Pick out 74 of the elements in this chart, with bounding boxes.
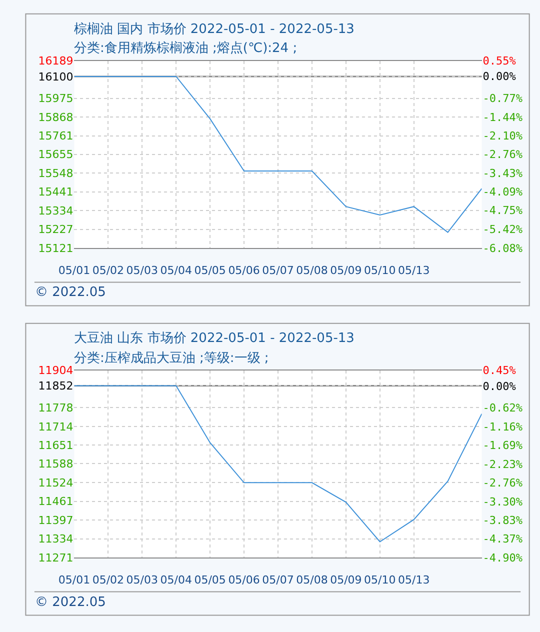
x-tick-label: 05/03 [126, 264, 158, 278]
x-tick-label: 05/03 [126, 574, 158, 587]
line-series [74, 76, 482, 233]
y-tick-label: 11778 [38, 401, 74, 414]
y2-tick-label: -0.77% [482, 92, 523, 105]
y-tick-label: 11271 [38, 551, 74, 564]
y2-tick-label: 0.55% [482, 54, 516, 68]
y2-tick-label: -3.83% [482, 514, 523, 527]
y-tick-label: 11461 [38, 495, 74, 508]
chart-subtitle: 分类:食用精炼棕榈液油 ;熔点(℃):24 ; [74, 41, 298, 56]
y2-tick-label: -2.76% [482, 476, 523, 490]
y2-tick-label: -6.08% [482, 242, 523, 255]
x-tick-label: 05/02 [92, 264, 124, 278]
chart-subtitle: 分类:压榨成品大豆油 ;等级:一级 ; [74, 351, 269, 366]
y2-tick-label: -4.90% [482, 551, 523, 564]
y-tick-label: 11588 [38, 458, 74, 471]
chart-title: 大豆油 山东 市场价 2022-05-01 - 2022-05-13 [74, 331, 354, 346]
y2-tick-label: -4.37% [482, 532, 523, 546]
y-tick-label: 15227 [38, 223, 74, 236]
y-tick-label: 15761 [38, 130, 74, 143]
y2-tick-label: -4.75% [482, 204, 523, 218]
y2-tick-label: -1.69% [482, 439, 523, 452]
y-tick-label: 15334 [38, 204, 74, 218]
x-tick-label: 05/04 [160, 574, 192, 587]
x-tick-label: 05/10 [364, 574, 396, 587]
x-tick-label: 05/08 [296, 574, 328, 587]
x-tick-label: 05/06 [228, 264, 260, 278]
y-tick-label: 15655 [38, 148, 74, 162]
y-tick-label: 15548 [38, 166, 74, 180]
y2-tick-label: 0.45% [482, 364, 516, 378]
x-tick-label: 05/01 [58, 264, 90, 278]
text: © 2022.05 [35, 285, 106, 300]
x-tick-label: 05/13 [398, 574, 430, 587]
x-tick-label: 05/09 [330, 264, 362, 278]
x-tick-label: 05/07 [262, 574, 294, 587]
y2-tick-label: -2.23% [482, 458, 523, 471]
y2-tick-label: -2.10% [482, 129, 523, 142]
line-series [74, 385, 482, 542]
x-tick-label: 05/04 [160, 264, 192, 278]
y2-tick-label: 0.00% [482, 380, 516, 393]
x-tick-label: 05/05 [194, 264, 226, 278]
text: © 2022.05 [35, 595, 106, 610]
y-tick-label: 16189 [38, 54, 74, 68]
y2-tick-label: -1.44% [482, 110, 523, 124]
y2-tick-label: -3.43% [482, 167, 523, 180]
y-tick-label: 11524 [38, 476, 74, 490]
x-tick-label: 05/13 [398, 264, 430, 278]
x-tick-label: 05/09 [330, 574, 362, 587]
y-tick-label: 15441 [38, 186, 74, 199]
y2-tick-label: -3.30% [482, 495, 523, 508]
x-tick-label: 05/08 [296, 264, 328, 278]
y2-tick-label: -0.62% [482, 402, 523, 415]
y-tick-label: 11852 [38, 380, 74, 393]
x-tick-label: 05/10 [364, 264, 396, 278]
x-tick-label: 05/05 [194, 574, 226, 587]
y-tick-label: 16100 [38, 70, 74, 84]
y2-tick-label: 0.00% [482, 70, 516, 84]
x-tick-label: 05/06 [228, 574, 260, 587]
y-tick-label: 15975 [38, 92, 74, 106]
y2-tick-label: -5.42% [482, 223, 523, 236]
y-tick-label: 11904 [38, 364, 74, 378]
y-tick-label: 11651 [38, 438, 74, 452]
y2-tick-label: -1.16% [482, 420, 523, 434]
x-tick-label: 05/01 [58, 574, 90, 587]
y-tick-label: 15121 [38, 242, 74, 255]
y2-tick-label: -4.09% [482, 186, 523, 199]
x-tick-label: 05/02 [92, 574, 124, 587]
y-tick-label: 11334 [38, 532, 74, 546]
y-tick-label: 11714 [38, 420, 74, 434]
chart-title: 棕榈油 国内 市场价 2022-05-01 - 2022-05-13 [74, 22, 354, 37]
y-tick-label: 15868 [38, 110, 74, 124]
y2-tick-label: -2.76% [482, 148, 523, 162]
y-tick-label: 11397 [38, 514, 74, 528]
x-tick-label: 05/07 [262, 264, 294, 278]
